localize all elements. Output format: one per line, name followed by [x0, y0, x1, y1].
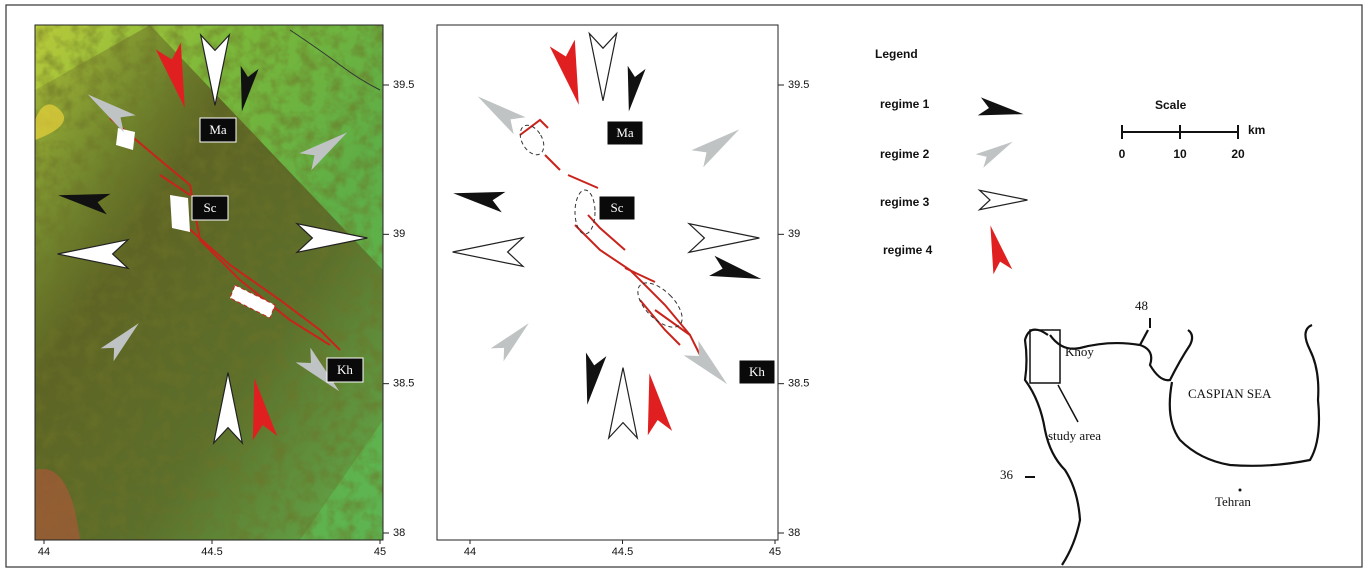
y-tick-label: 38.5 [393, 378, 414, 390]
fault-zone [170, 195, 190, 232]
site-label: Kh [337, 362, 353, 377]
y-tick-label: 38 [393, 527, 405, 539]
figure: Legend Scale km 44 44.5 45 39.5 39 38.5 38 Ma Sc… [0, 0, 1370, 573]
legend-label: regime 3 [880, 195, 930, 209]
inset-label: study area [1048, 428, 1101, 443]
x-tick-label: 45 [374, 546, 386, 558]
y-tick-label: 39 [788, 228, 800, 240]
x-tick-label: 45 [769, 546, 781, 558]
scale-unit: km [1248, 123, 1265, 137]
legend-label: regime 4 [883, 243, 933, 257]
legend-title: Legend [875, 47, 918, 61]
study-area-box [1030, 330, 1060, 383]
legend-arrow [976, 135, 1017, 168]
y-tick-label: 39 [393, 228, 405, 240]
scale-tick-label: 20 [1231, 147, 1245, 161]
scale-tick-label: 10 [1173, 147, 1187, 161]
legend-label: regime 2 [880, 147, 930, 161]
y-tick-label: 38 [788, 527, 800, 539]
scale-tick-label: 0 [1119, 147, 1126, 161]
legend-arrow [981, 223, 1012, 274]
x-tick-label: 44.5 [612, 546, 633, 558]
y-tick-label: 39.5 [788, 79, 809, 91]
inset-label: CASPIAN SEA [1188, 386, 1272, 401]
site-label: Sc [611, 200, 624, 215]
scale-title: Scale [1155, 98, 1187, 112]
y-tick-label: 39.5 [393, 79, 414, 91]
x-tick-label: 44 [38, 546, 50, 558]
x-tick-label: 44 [464, 546, 476, 558]
y-tick-label: 38.5 [788, 378, 809, 390]
leader-line [1058, 385, 1078, 422]
legend-arrow [978, 97, 1025, 123]
relief-map [35, 25, 383, 540]
site-label: Kh [749, 364, 765, 379]
site-label: Ma [209, 122, 227, 137]
inset-label: 36 [1000, 467, 1014, 482]
legend-arrow [980, 190, 1028, 210]
site-label: Ma [616, 125, 634, 140]
x-tick-label: 44.5 [201, 546, 222, 558]
inset-label: Khoy [1065, 344, 1094, 359]
inset-coastline [1025, 325, 1319, 565]
city-dot [1239, 489, 1242, 492]
site-label: Sc [204, 200, 217, 215]
legend-label: regime 1 [880, 97, 930, 111]
inset-label: 48 [1135, 298, 1148, 313]
inset-label: Tehran [1215, 494, 1251, 509]
